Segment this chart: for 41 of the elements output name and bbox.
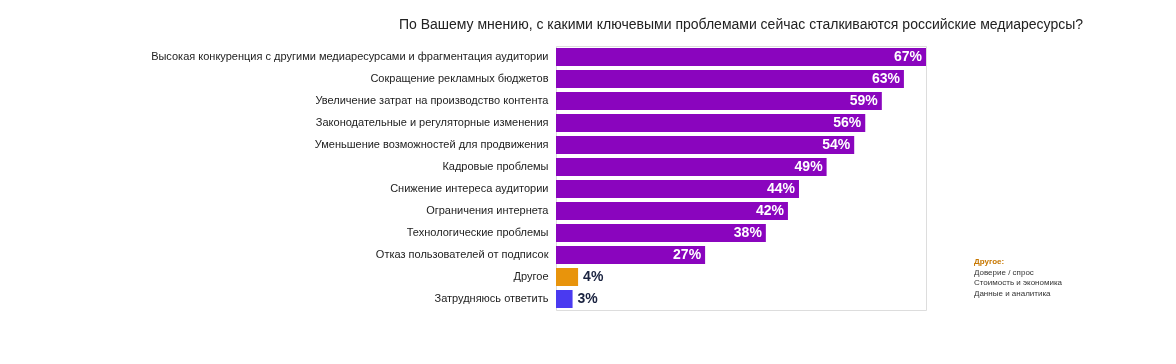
text: Другое: [974,257,1005,266]
y-tick-label: Другое [513,270,549,282]
y-tick-label: Затрудняюсь ответить [434,292,549,304]
data-label: 27% [673,246,702,262]
bar [556,114,866,132]
data-label: 56% [833,114,862,130]
chart-title: По Вашему мнению, с какими ключевыми проблемами сейчас сталкиваются российские медиаресурсы? [398,16,1084,32]
bar [556,48,926,66]
y-tick-label: Законодательные и регуляторные изменения [315,116,549,128]
y-tick-label: Кадровые проблемы [442,160,549,172]
y-tick-label: Технологические проблемы [406,226,549,238]
data-label: 38% [733,224,763,240]
data-label: 3% [577,290,599,306]
data-label: 59% [849,92,879,108]
y-tick-label: Высокая конкуренция с другими медиаресурсами и фрагментация аудитории [151,50,549,62]
bar [556,202,788,220]
y-tick-label: Ограничения интернета [426,204,550,216]
bar [556,268,579,286]
y-tick-label: Увеличение затрат на производство контента [315,94,550,106]
bar [556,180,799,198]
bar [556,246,706,264]
data-label: 42% [755,202,785,218]
data-label: 54% [822,136,851,152]
data-label: 67% [893,48,923,64]
bar [556,290,573,308]
data-label: 44% [766,180,796,196]
y-tick-label: Сокращение рекламных бюджетов [370,72,549,84]
data-label: 49% [794,158,824,174]
y-tick-label: Снижение интереса аудитории [390,182,549,194]
data-label: 63% [871,70,901,86]
bar [556,158,827,176]
y-tick-label: Отказ пользователей от подписок [375,248,549,260]
bar [556,224,766,242]
text: Стоимость и экономика [974,278,1063,287]
text: Данные и аналитика [974,288,1052,298]
text: Доверие / спрос [974,267,1034,277]
data-label: 4% [583,268,604,284]
y-tick-label: Уменьшение возможностей для продвижения [314,138,549,150]
bar [556,136,855,154]
bar [556,70,904,88]
bar [556,92,882,110]
